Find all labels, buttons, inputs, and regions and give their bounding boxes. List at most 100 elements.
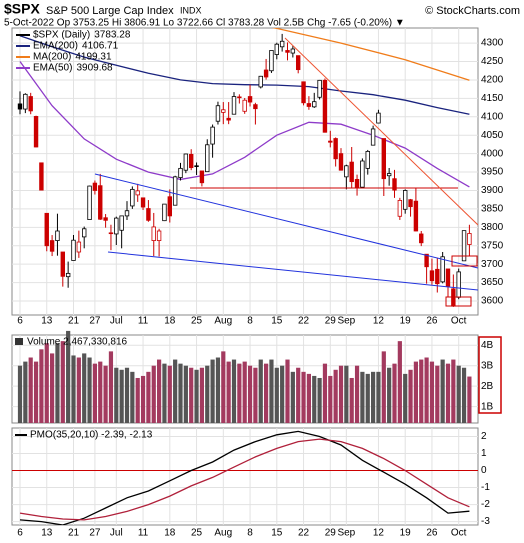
x-tick-label: 21 [68, 528, 80, 539]
candle-body [312, 101, 317, 108]
volume-bar [461, 367, 467, 423]
y-tick-label: 3950 [481, 167, 504, 178]
legend-value: 4199.31 [75, 52, 112, 63]
candle-body [108, 232, 114, 235]
source: © StockCharts.com [425, 5, 520, 17]
candle-body [408, 199, 413, 208]
candle-body [290, 48, 296, 54]
y-tick-label: 1B [481, 401, 494, 412]
candle-body [274, 43, 279, 55]
x-tick-label: 25 [191, 316, 203, 327]
candle-body [172, 176, 178, 206]
candle-body [140, 197, 146, 208]
x-tick-label: Sep [337, 316, 355, 327]
x-tick-label: 15 [271, 528, 283, 539]
volume-bar [183, 365, 188, 423]
volume-bar [365, 373, 370, 423]
candle-body [461, 230, 467, 262]
x-tick-label: 18 [164, 528, 176, 539]
x-tick-label: 26 [426, 316, 438, 327]
candle-body [247, 96, 253, 103]
candle-body [338, 153, 344, 171]
volume-bar [467, 376, 472, 423]
y-tick-label: 4B [481, 340, 494, 351]
x-tick-label: 26 [426, 528, 438, 539]
candle-body [82, 228, 87, 238]
volume-bar [328, 375, 333, 423]
candle-body [114, 217, 119, 235]
volume-bar [119, 369, 124, 423]
candle-body [397, 200, 403, 217]
volume-bar [392, 363, 397, 423]
candle-body [87, 185, 92, 220]
legend-label: $SPX (Daily) [33, 30, 90, 41]
legend-swatch [15, 338, 23, 345]
line-series [19, 35, 470, 115]
volume-bar [98, 361, 103, 423]
candle-body [445, 268, 451, 287]
volume-bar [306, 373, 311, 423]
y-tick-label: 4200 [481, 75, 504, 86]
volume-bar [280, 365, 285, 423]
x-tick-label: 6 [17, 316, 23, 327]
volume-bar [28, 357, 33, 423]
panel-title: PMO(35,20,10) -2.39, -2.13 [30, 430, 153, 441]
candle-body [194, 165, 199, 167]
candle-body [55, 230, 60, 241]
volume-bar [451, 359, 456, 423]
volume-bar [258, 359, 263, 423]
candle-body [17, 103, 23, 110]
y-tick-label: 0 [481, 465, 487, 476]
candle-body [231, 96, 237, 115]
volume-bar [371, 371, 376, 423]
volume-bar [194, 369, 199, 423]
volume-bar [199, 367, 204, 423]
x-tick-label: 27 [89, 316, 101, 327]
candle-body [376, 112, 381, 124]
candle-body [210, 126, 215, 145]
candle-body [392, 178, 397, 191]
volume-bar [226, 361, 231, 423]
candle-body [130, 188, 135, 207]
candle-body [413, 200, 419, 232]
subtitle: 5-Oct-2022 Op 3753.25 Hi 3806.91 Lo 3722… [4, 18, 405, 29]
volume-bar [39, 349, 44, 423]
volume-bar [108, 351, 114, 423]
x-tick-label: 12 [373, 528, 385, 539]
volume-bar [376, 371, 381, 423]
line-series [19, 438, 470, 521]
volume-bar [242, 361, 247, 423]
legend-label: MA(200) [33, 52, 71, 63]
volume-bar [178, 363, 183, 423]
volume-bar [71, 355, 76, 423]
legend-value: 3783.28 [94, 30, 131, 41]
candle-body [65, 272, 71, 278]
legend-value: 3909.68 [76, 63, 113, 74]
volume-bar [50, 353, 55, 423]
candle-body [402, 190, 408, 210]
candle-body [178, 167, 183, 178]
x-tick-label: Aug [214, 528, 232, 539]
candle-body [188, 153, 194, 169]
candle-body [162, 203, 167, 222]
x-tick-label: Sep [337, 528, 355, 539]
y-tick-label: 3800 [481, 222, 504, 233]
highlight-box [445, 296, 472, 307]
candle-body [92, 182, 98, 191]
y-tick-label: 3650 [481, 277, 504, 288]
volume-bar [82, 353, 87, 423]
candle-body [429, 270, 435, 282]
y-tick-label: -3 [481, 516, 490, 527]
y-tick-label: 3750 [481, 240, 504, 251]
candle-body [167, 196, 172, 217]
x-tick-label: 21 [68, 316, 80, 327]
y-tick-label: 4150 [481, 93, 504, 104]
candle-body [440, 256, 445, 283]
x-tick-label: 22 [298, 528, 310, 539]
x-tick-label: 8 [247, 316, 253, 327]
x-tick-label: 19 [400, 316, 412, 327]
y-tick-label: -2 [481, 499, 490, 510]
volume-bar [23, 361, 28, 423]
volume-bar [419, 359, 424, 423]
